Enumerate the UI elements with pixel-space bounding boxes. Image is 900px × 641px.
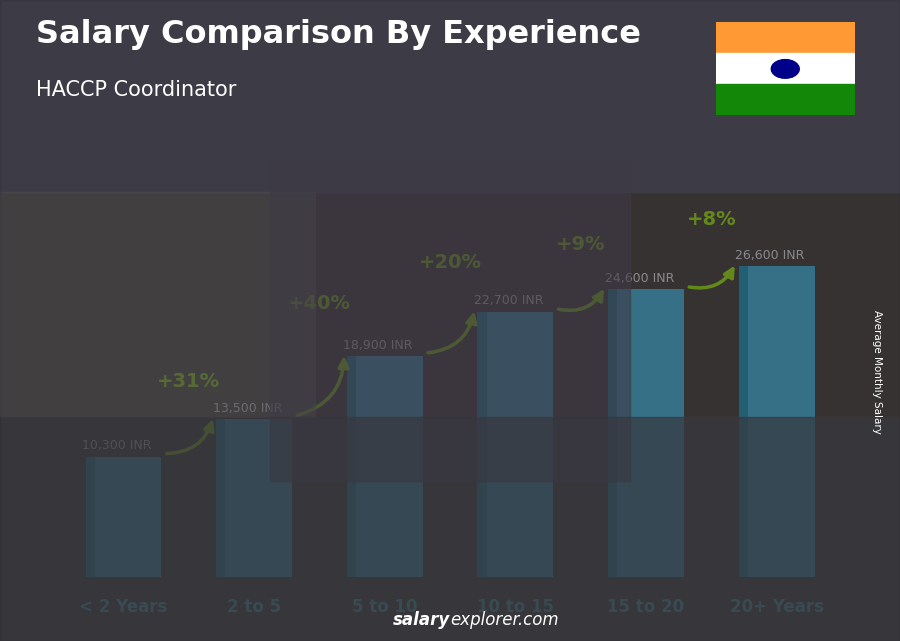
Bar — [716, 85, 855, 115]
Text: 24,600 INR: 24,600 INR — [605, 272, 674, 285]
Bar — [216, 419, 225, 577]
Bar — [346, 356, 423, 577]
Text: 10 to 15: 10 to 15 — [477, 598, 554, 616]
Bar — [0, 0, 900, 192]
Text: Average Monthly Salary: Average Monthly Salary — [872, 310, 883, 434]
Bar — [270, 160, 630, 481]
Bar — [283, 419, 292, 577]
Text: Salary Comparison By Experience: Salary Comparison By Experience — [36, 19, 641, 50]
Text: explorer.com: explorer.com — [450, 612, 559, 629]
Text: 20+ Years: 20+ Years — [730, 598, 824, 616]
Text: +20%: +20% — [418, 253, 482, 272]
Text: 15 to 20: 15 to 20 — [608, 598, 685, 616]
Text: +9%: +9% — [556, 235, 606, 254]
Text: < 2 Years: < 2 Years — [79, 598, 167, 616]
Text: +40%: +40% — [288, 294, 351, 313]
Bar — [739, 266, 748, 577]
Text: 26,600 INR: 26,600 INR — [735, 249, 805, 262]
Bar — [675, 289, 684, 577]
Bar — [716, 53, 855, 85]
Text: salary: salary — [392, 612, 450, 629]
Text: +31%: +31% — [158, 372, 220, 391]
Bar — [716, 22, 855, 53]
Bar — [0, 192, 315, 417]
Bar — [608, 289, 617, 577]
Text: +8%: +8% — [687, 210, 736, 229]
Bar — [477, 312, 554, 577]
Bar — [0, 417, 900, 641]
Text: HACCP Coordinator: HACCP Coordinator — [36, 80, 237, 100]
Text: 22,700 INR: 22,700 INR — [474, 294, 544, 308]
Text: 13,500 INR: 13,500 INR — [212, 402, 283, 415]
Text: 2 to 5: 2 to 5 — [227, 598, 281, 616]
Bar — [413, 356, 423, 577]
Bar — [86, 456, 161, 577]
Bar — [346, 356, 356, 577]
Text: 5 to 10: 5 to 10 — [352, 598, 418, 616]
Bar — [739, 266, 814, 577]
Bar — [608, 289, 684, 577]
Bar — [152, 456, 161, 577]
Text: 10,300 INR: 10,300 INR — [82, 440, 151, 453]
Bar — [806, 266, 814, 577]
Bar — [86, 456, 94, 577]
Circle shape — [771, 60, 799, 78]
Bar — [477, 312, 487, 577]
Bar — [544, 312, 554, 577]
Text: 18,900 INR: 18,900 INR — [344, 339, 413, 352]
Bar — [216, 419, 292, 577]
